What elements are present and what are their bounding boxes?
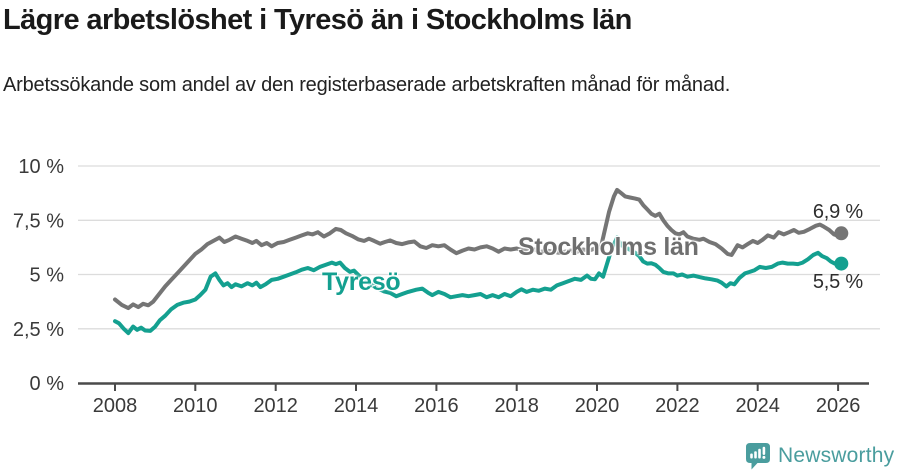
series-line-tyreso [113,235,844,336]
page-title: Lägre arbetslöshet i Tyresö än i Stockho… [3,4,632,36]
x-axis-tick-label: 2010 [173,395,218,417]
x-axis-tick-label: 2020 [575,395,620,417]
end-value-label-stockholms-lan: 6,9 % [812,201,863,223]
x-axis-tick-label: 2024 [735,395,780,417]
y-axis-tick-label: 0 % [30,373,65,395]
series-end-dot-stockholms-lan [834,226,849,241]
end-value-label-tyreso: 5,5 % [812,271,863,293]
y-axis-tick-label: 5 % [30,265,65,287]
x-axis-tick-label: 2016 [414,395,459,417]
newsworthy-logo: Newsworthy [745,441,894,471]
x-axis-tick-label: 2008 [93,395,138,417]
chart-subtitle: Arbetssökande som andel av den registerb… [3,74,731,96]
series-line-stockholms-lan [113,187,844,311]
x-axis-tick-label: 2014 [334,395,379,417]
x-axis-tick-label: 2022 [655,395,700,417]
y-axis-tick-label: 7,5 % [13,210,64,232]
series-label-tyreso: Tyresö [322,268,401,296]
y-axis-tick-label: 10 % [18,156,64,178]
bar-chart-speech-bubble-icon [746,442,770,469]
x-axis-tick-label: 2026 [816,395,861,417]
series-end-dot-tyreso [834,256,849,271]
y-axis-tick-label: 2,5 % [13,319,64,341]
series-label-stockholms-lan: Stockholms län [518,233,699,261]
x-axis-tick-label: 2018 [494,395,539,417]
x-axis-tick-label: 2012 [253,395,298,417]
newsworthy-logo-text: Newsworthy [778,444,895,467]
